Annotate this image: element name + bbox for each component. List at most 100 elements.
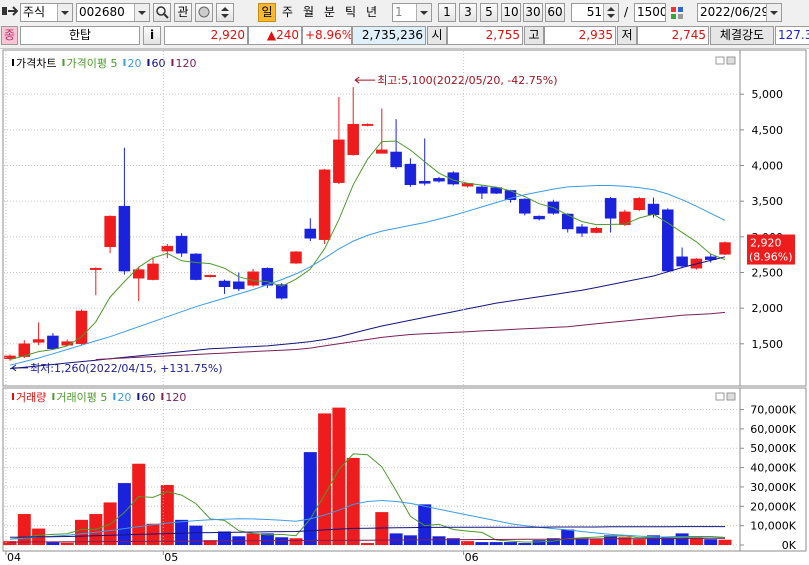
volume-bar — [260, 533, 274, 545]
code: 002680 — [79, 5, 125, 19]
quick-button[interactable]: 30 — [523, 3, 543, 22]
candle-body — [132, 269, 145, 279]
change: ▲240 — [248, 26, 302, 45]
volume: 2,735,236 — [352, 26, 426, 45]
interval-select[interactable]: 1 — [392, 3, 432, 22]
volume-bar — [446, 538, 460, 545]
market: 주식 — [23, 5, 46, 19]
toolbar: 주식 002680 관 일 주 월 분 틱 년 1 1 3 5 10 30 60… — [0, 0, 809, 49]
candle-body — [719, 242, 731, 255]
period-button[interactable]: 틱 — [345, 5, 357, 19]
candle-body — [175, 235, 188, 254]
candle-body — [247, 271, 259, 286]
panel-button[interactable] — [715, 392, 725, 401]
legend-label: 20 — [117, 391, 131, 404]
spin-button[interactable] — [216, 3, 234, 22]
legend-label: 60 — [141, 391, 155, 404]
candle-body — [519, 198, 531, 214]
legend-marker — [171, 59, 174, 66]
candle-body — [47, 335, 59, 350]
volume-bar — [346, 457, 360, 545]
y-tick-label: 10,000K — [750, 520, 796, 533]
period-button[interactable]: 월 — [303, 5, 315, 19]
ma-line — [95, 311, 726, 360]
date-select[interactable]: 2022/06/29 — [697, 3, 782, 22]
volume-bar — [718, 539, 732, 545]
y-tick-label: 50,000K — [750, 442, 796, 455]
quick-button[interactable]: 60 — [545, 3, 565, 22]
menu-icon[interactable] — [2, 5, 18, 17]
candle-body — [604, 198, 617, 219]
volume-bar — [289, 538, 303, 545]
watch-button[interactable]: 관 — [174, 3, 192, 22]
candle-body — [218, 280, 231, 287]
candle-body — [61, 341, 73, 346]
candle-body — [662, 209, 674, 272]
interval: 1 — [395, 5, 403, 19]
candle-body — [32, 339, 45, 343]
candle-body — [704, 256, 717, 260]
period-button[interactable]: 분 — [324, 5, 336, 19]
quick-button[interactable]: 10 — [501, 3, 521, 22]
legend-marker — [12, 393, 14, 400]
open-label: 시 — [427, 26, 447, 45]
candle-body — [576, 226, 588, 234]
candle-body — [147, 263, 159, 280]
panel-button[interactable] — [726, 392, 736, 401]
legend-label: 거래이평 5 — [56, 391, 107, 404]
y-tick-label: 60,000K — [750, 423, 796, 436]
separator: / — [624, 5, 629, 19]
y-tick-label: 70,000K — [750, 404, 796, 417]
candle-body — [261, 267, 274, 286]
candle-body — [290, 251, 302, 264]
volume-bar — [389, 533, 403, 545]
panel-button[interactable] — [715, 56, 725, 65]
volume-bar — [675, 533, 689, 545]
candle-body — [361, 123, 374, 126]
legend-marker — [12, 59, 14, 66]
max-count[interactable]: 1500 — [634, 3, 666, 22]
quick-button[interactable]: 3 — [459, 3, 477, 22]
candle-body — [561, 213, 574, 230]
ma-line — [9, 140, 726, 360]
volume-bar — [189, 525, 203, 545]
period-button[interactable]: 년 — [366, 5, 378, 19]
volume-bar — [504, 542, 517, 545]
search-button[interactable] — [153, 3, 171, 22]
volume-bar — [546, 538, 560, 545]
period-button[interactable]: 일 — [258, 3, 276, 22]
quick-button[interactable]: 5 — [480, 3, 498, 22]
candle-body — [275, 284, 288, 299]
volume-bar — [632, 539, 646, 545]
low: 2,745 — [637, 26, 709, 45]
annotation: 최저:1,260(2022/04/15, +131.75%) — [30, 362, 223, 375]
settings-icon[interactable] — [670, 4, 686, 21]
last-price-label: 2,920 — [750, 237, 782, 250]
quick-button[interactable]: 1 — [438, 3, 456, 22]
panel-button[interactable] — [726, 56, 736, 65]
count-input[interactable]: 51 — [571, 3, 619, 22]
y-tick-label: 1,500 — [752, 338, 784, 351]
annotation-arrow — [354, 76, 376, 84]
ma-line — [9, 453, 726, 543]
volume-bar — [117, 483, 131, 545]
ma-line — [9, 537, 726, 543]
period-button[interactable]: 주 — [282, 5, 294, 19]
candle-body — [4, 355, 16, 360]
candle-body — [533, 215, 545, 220]
y-tick-label: 4,000 — [752, 160, 784, 173]
x-tick-label: 06 — [465, 551, 479, 564]
market-select[interactable]: 주식 — [20, 3, 73, 22]
code-input[interactable]: 002680 — [76, 3, 150, 22]
link-button[interactable] — [195, 3, 213, 22]
legend-label: 20 — [127, 57, 141, 70]
candle-body — [647, 203, 660, 215]
volume-bar — [704, 539, 718, 545]
y-tick-label: 3,500 — [752, 195, 784, 208]
strength-label: 체결강도 — [710, 26, 774, 45]
info-button[interactable]: i — [143, 26, 161, 45]
annotation: 최고:5,100(2022/05/20, -42.75%) — [377, 74, 557, 87]
candle-body — [90, 267, 102, 270]
volume-bar — [489, 542, 503, 545]
